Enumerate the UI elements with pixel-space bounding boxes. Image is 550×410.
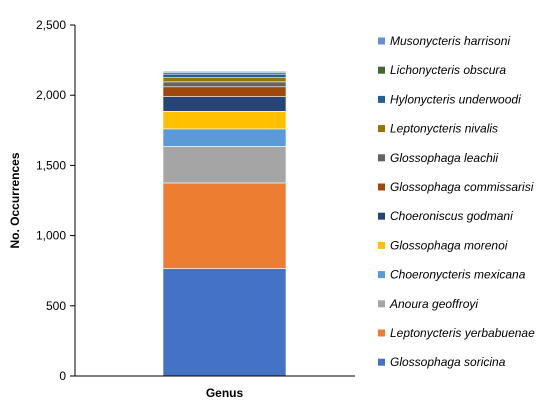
legend-label: Musonycteris harrisoni bbox=[390, 34, 510, 48]
legend-label: Glossophaga morenoi bbox=[390, 238, 508, 252]
y-tick-label: 500 bbox=[46, 299, 66, 313]
legend-swatch bbox=[378, 300, 385, 308]
bar-segment bbox=[162, 81, 287, 88]
bar-segment bbox=[162, 86, 287, 97]
y-axis-title: No. Occurrences bbox=[8, 152, 22, 248]
bar-segment bbox=[162, 268, 287, 377]
y-tick-label: 2,000 bbox=[36, 88, 66, 102]
y-tick-label: 1,000 bbox=[36, 229, 66, 243]
legend-label: Lichonycteris obscura bbox=[390, 63, 506, 77]
legend-label: Glossophaga soricina bbox=[390, 355, 506, 369]
bar-segment bbox=[162, 111, 287, 130]
legend-swatch bbox=[378, 125, 385, 133]
legend-label: Leptonycteris nivalis bbox=[390, 122, 498, 136]
y-tick-label: 2,500 bbox=[36, 18, 66, 32]
y-tick-label: 1,500 bbox=[36, 158, 66, 172]
bar-segment bbox=[162, 182, 287, 269]
legend-label: Glossophaga commissarisi bbox=[390, 180, 534, 194]
legend-label: Choeroniscus godmani bbox=[390, 209, 513, 223]
legend-swatch bbox=[378, 66, 385, 74]
legend-label: Anoura geoffroyi bbox=[389, 297, 478, 311]
bar-segment bbox=[162, 77, 287, 83]
legend-swatch bbox=[378, 95, 385, 103]
legend-swatch bbox=[378, 358, 385, 366]
legend-label: Glossophaga leachii bbox=[390, 151, 498, 165]
legend-swatch bbox=[378, 212, 385, 220]
legend-swatch bbox=[378, 154, 385, 162]
bar-segment bbox=[162, 96, 287, 112]
legend-swatch bbox=[378, 271, 385, 279]
axes bbox=[74, 25, 355, 377]
bar-segment bbox=[162, 71, 287, 74]
legend-label: Hylonycteris underwoodi bbox=[390, 92, 521, 106]
bar-segment bbox=[162, 73, 287, 78]
bar-segment bbox=[162, 146, 287, 184]
bar-stack bbox=[162, 71, 287, 377]
legend-swatch bbox=[378, 241, 385, 249]
x-axis-title: Genus bbox=[206, 386, 244, 400]
legend-swatch bbox=[378, 183, 385, 191]
y-axis-ticks: 0 500 1,000 1,500 2,000 2,500 bbox=[36, 18, 75, 383]
legend: Musonycteris harrisoni Lichonycteris obsc… bbox=[378, 34, 535, 369]
legend-swatch bbox=[378, 37, 385, 45]
y-tick-label: 0 bbox=[59, 369, 66, 383]
legend-swatch bbox=[378, 329, 385, 337]
legend-label: Choeronycteris mexicana bbox=[390, 268, 526, 282]
legend-label: Leptonycteris yerbabuenae bbox=[390, 326, 535, 340]
bar-segment bbox=[162, 128, 287, 147]
